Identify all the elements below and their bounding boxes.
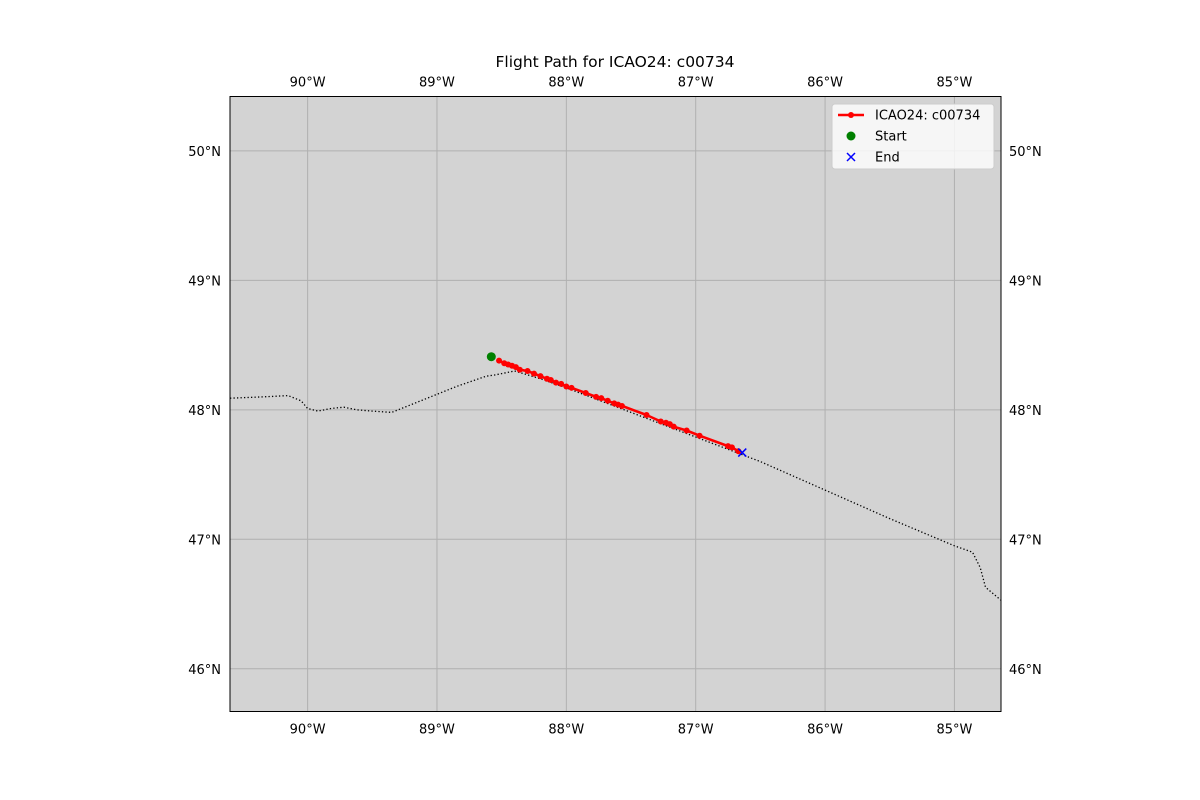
x-tick-label-top-87-w: 87°W (678, 76, 714, 91)
x-tick-label-bottom-87-w: 87°W (678, 723, 714, 738)
x-tick-label-bottom-88-w: 88°W (548, 723, 584, 738)
y-tick-label-right-48-n: 48°N (1009, 404, 1042, 419)
axis-ticks: 90°W 90°W 89°W 89°W 88°W 88°W 87°W 87°W 86°W 86°W… (188, 76, 1042, 738)
flight-point-22 (618, 402, 625, 409)
flight-point-19 (604, 397, 611, 404)
flight-point-15 (568, 384, 575, 391)
legend-label-start: Start (875, 130, 907, 145)
start-marker (486, 352, 496, 362)
y-tick-label-left-48-n: 48°N (188, 404, 221, 419)
state-border-line (229, 370, 1002, 601)
chart-title: Flight Path for ICAO24: c00734 (495, 53, 734, 71)
flight-point-7 (524, 367, 531, 374)
flight-point-17 (593, 393, 600, 400)
legend-swatch-end (846, 152, 856, 162)
flight-series-layer (486, 352, 747, 458)
flight-point-28 (683, 427, 690, 434)
legend-label-icao24-c00734: ICAO24: c00734 (875, 109, 980, 124)
legend: ICAO24: c00734 Start End (831, 103, 995, 170)
x-tick-label-top-88-w: 88°W (548, 76, 584, 91)
x-tick-label-bottom-85-w: 85°W (936, 723, 972, 738)
flight-point-1 (496, 357, 503, 364)
flight-point-13 (558, 380, 565, 387)
flight-point-16 (582, 389, 589, 396)
flight-point-24 (657, 418, 664, 425)
y-tick-label-right-50-n: 50°N (1009, 145, 1042, 160)
flight-point-11 (547, 377, 554, 384)
flight-point-9 (537, 373, 544, 380)
end-marker (737, 448, 747, 458)
y-tick-label-left-46-n: 46°N (188, 663, 221, 678)
y-tick-label-left-47-n: 47°N (188, 533, 221, 548)
legend-label-end: End (875, 151, 900, 166)
legend-box (831, 103, 995, 170)
flight-point-14 (563, 383, 570, 390)
flight-point-8 (531, 370, 538, 377)
x-tick-label-top-86-w: 86°W (807, 76, 843, 91)
y-tick-label-right-46-n: 46°N (1009, 663, 1042, 678)
x-tick-label-bottom-86-w: 86°W (807, 723, 843, 738)
flight-point-31 (728, 444, 735, 451)
x-tick-label-top-89-w: 89°W (419, 76, 455, 91)
flight-point-12 (552, 379, 559, 386)
x-tick-label-top-90-w: 90°W (290, 76, 326, 91)
state-border-layer (229, 370, 1002, 601)
x-tick-label-top-85-w: 85°W (936, 76, 972, 91)
flight-point-18 (598, 395, 605, 402)
flight-point-29 (696, 432, 703, 439)
plot-area-frame (229, 96, 1002, 712)
y-tick-label-left-50-n: 50°N (188, 145, 221, 160)
flight-point-27 (670, 423, 677, 430)
y-tick-label-right-49-n: 49°N (1009, 274, 1042, 289)
y-tick-label-right-47-n: 47°N (1009, 533, 1042, 548)
flight-point-23 (643, 412, 650, 419)
legend-swatch-marker-icao24-c00734 (848, 112, 854, 118)
flight-point-6 (516, 366, 523, 373)
legend-swatch-start (846, 131, 856, 141)
x-tick-label-bottom-90-w: 90°W (290, 723, 326, 738)
x-tick-label-bottom-89-w: 89°W (419, 723, 455, 738)
y-tick-label-left-49-n: 49°N (188, 274, 221, 289)
